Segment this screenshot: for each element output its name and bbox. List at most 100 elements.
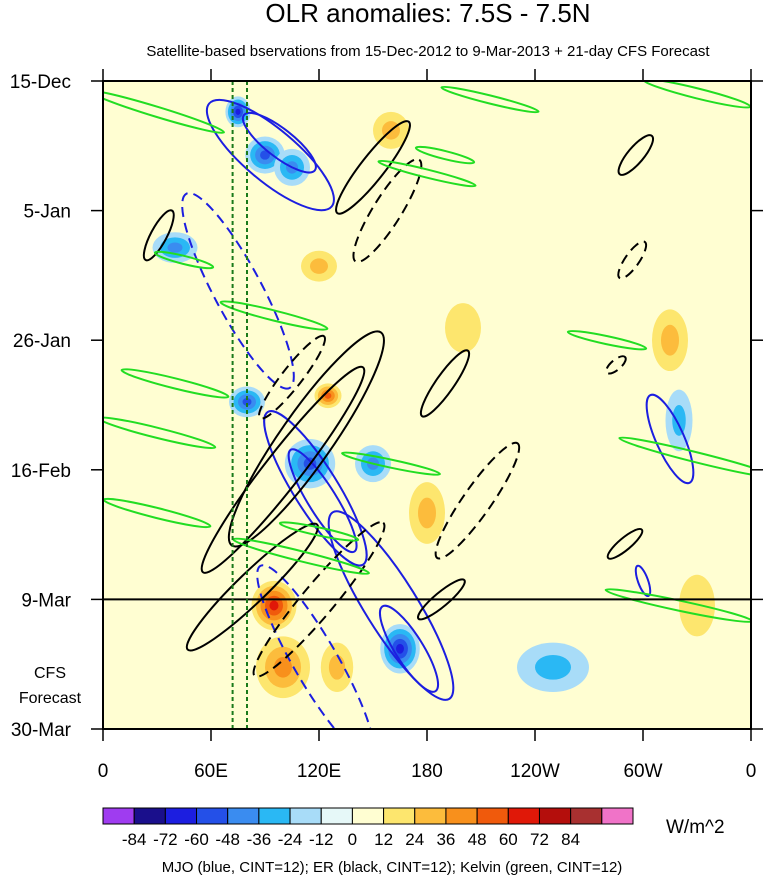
kelvin-contour xyxy=(377,159,477,188)
colorbar-swatch xyxy=(196,807,229,825)
forecast-label-line2: Forecast xyxy=(19,690,82,707)
colorbar-swatch xyxy=(227,807,260,825)
kelvin-contour xyxy=(440,85,540,114)
y-tick-label: 15-Dec xyxy=(10,72,71,93)
chart-title: OLR anomalies: 7.5S - 7.5N xyxy=(265,0,590,28)
er-contour xyxy=(617,134,654,176)
colorbar-label: 48 xyxy=(468,830,487,849)
colorbar-label: -72 xyxy=(153,830,178,849)
contour-legend: MJO (blue, CINT=12); ER (black, CINT=12)… xyxy=(162,859,623,876)
anomaly-level xyxy=(324,392,332,399)
anomaly-level xyxy=(418,497,436,529)
anomaly-feature xyxy=(652,309,688,372)
anomaly-feature xyxy=(679,574,715,637)
colorbar-label: 72 xyxy=(530,830,549,849)
colorbar-swatch xyxy=(258,807,291,825)
anomaly-feature xyxy=(320,642,354,692)
x-tick-label: 180 xyxy=(411,761,443,782)
anomaly-feature xyxy=(256,636,310,699)
mjo-contour xyxy=(205,98,335,212)
anomaly-feature xyxy=(229,386,265,418)
mjo-contour xyxy=(327,510,455,701)
mjo-contour xyxy=(241,111,317,174)
colorbar-swatch xyxy=(320,807,353,825)
anomaly-feature xyxy=(445,303,481,353)
anomaly-feature xyxy=(251,580,297,631)
colorbar-swatch xyxy=(102,807,135,825)
anomaly-level xyxy=(396,643,404,654)
colorbar-swatch xyxy=(601,807,634,825)
anomaly-level xyxy=(672,405,686,436)
er-contour xyxy=(419,349,471,418)
er-contour xyxy=(142,209,175,262)
colorbar-label: -60 xyxy=(184,830,209,849)
colorbar-swatch xyxy=(476,807,509,825)
kelvin-contour xyxy=(120,368,230,399)
anomaly-level xyxy=(679,574,715,637)
colorbar-swatch xyxy=(164,807,198,825)
anomaly-feature xyxy=(517,642,589,692)
colorbar-swatch xyxy=(383,807,416,825)
er-contour xyxy=(335,120,411,215)
anomaly-level xyxy=(445,303,481,353)
anomaly-level xyxy=(242,398,252,406)
er-contour xyxy=(252,521,386,678)
kelvin-contour xyxy=(341,451,441,476)
anomaly-level xyxy=(535,654,571,680)
kelvin-contour xyxy=(566,330,648,351)
anomaly-level xyxy=(328,654,346,680)
mjo-contour xyxy=(287,448,358,554)
anomaly-level xyxy=(167,242,183,253)
er-contour xyxy=(200,365,366,574)
kelvin-contour xyxy=(103,416,217,450)
kelvin-contour xyxy=(414,145,476,165)
er-contour xyxy=(606,527,644,560)
y-tick-label: 30-Mar xyxy=(11,720,72,741)
y-tick-label: 26-Jan xyxy=(13,331,71,352)
mjo-contour xyxy=(378,604,440,693)
mjo-contour xyxy=(263,410,368,567)
er-contour xyxy=(617,240,648,280)
kelvin-contour xyxy=(153,250,215,270)
kelvin-contour xyxy=(103,89,225,134)
x-tick-label: 60E xyxy=(194,761,228,782)
anomaly-feature xyxy=(409,482,445,544)
colorbar-label: 60 xyxy=(499,830,518,849)
colorbar-label: 24 xyxy=(405,830,424,849)
reference-lines xyxy=(103,81,751,729)
er-contour xyxy=(416,578,466,621)
y-tick-label: 9-Mar xyxy=(21,590,71,611)
anomaly-level xyxy=(269,600,279,611)
x-tick-label: 120E xyxy=(297,761,341,782)
colorbar-swatch xyxy=(445,807,478,825)
anomaly-feature xyxy=(152,232,198,264)
anomaly-level xyxy=(260,150,270,160)
colorbar-swatch xyxy=(133,807,166,825)
forecast-label-line1: CFS xyxy=(34,665,66,682)
kelvin-contour xyxy=(604,588,751,623)
anomaly-feature xyxy=(665,389,693,452)
x-tick-label: 0 xyxy=(98,761,109,782)
er-contour xyxy=(352,158,423,264)
colorbar-label: -24 xyxy=(278,830,303,849)
mjo-contour xyxy=(645,393,695,485)
colorbar-label: -12 xyxy=(309,830,334,849)
mjo-contour xyxy=(181,192,295,390)
er-contour xyxy=(605,355,627,375)
colorbar-label: 12 xyxy=(374,830,393,849)
chart-subtitle: Satellite-based bservations from 15-Dec-… xyxy=(146,43,710,60)
kelvin-contour xyxy=(278,521,360,542)
er-contour xyxy=(185,522,319,652)
colorbar-label: 0 xyxy=(348,830,357,849)
er-contour xyxy=(258,334,326,420)
axes: 0 60E 120E 180 120W 60W 0 15-Dec 5-Jan 26-Jan 16-F… xyxy=(10,69,763,782)
anomaly-feature xyxy=(314,383,342,409)
colorbar-swatch xyxy=(507,807,540,825)
colorbar-swatch xyxy=(414,807,447,825)
colorbar-label: 36 xyxy=(436,830,455,849)
kelvin-contour xyxy=(219,300,329,331)
anomaly-level xyxy=(310,258,328,274)
x-tick-label: 120W xyxy=(510,761,560,782)
anomaly-level xyxy=(235,108,241,115)
